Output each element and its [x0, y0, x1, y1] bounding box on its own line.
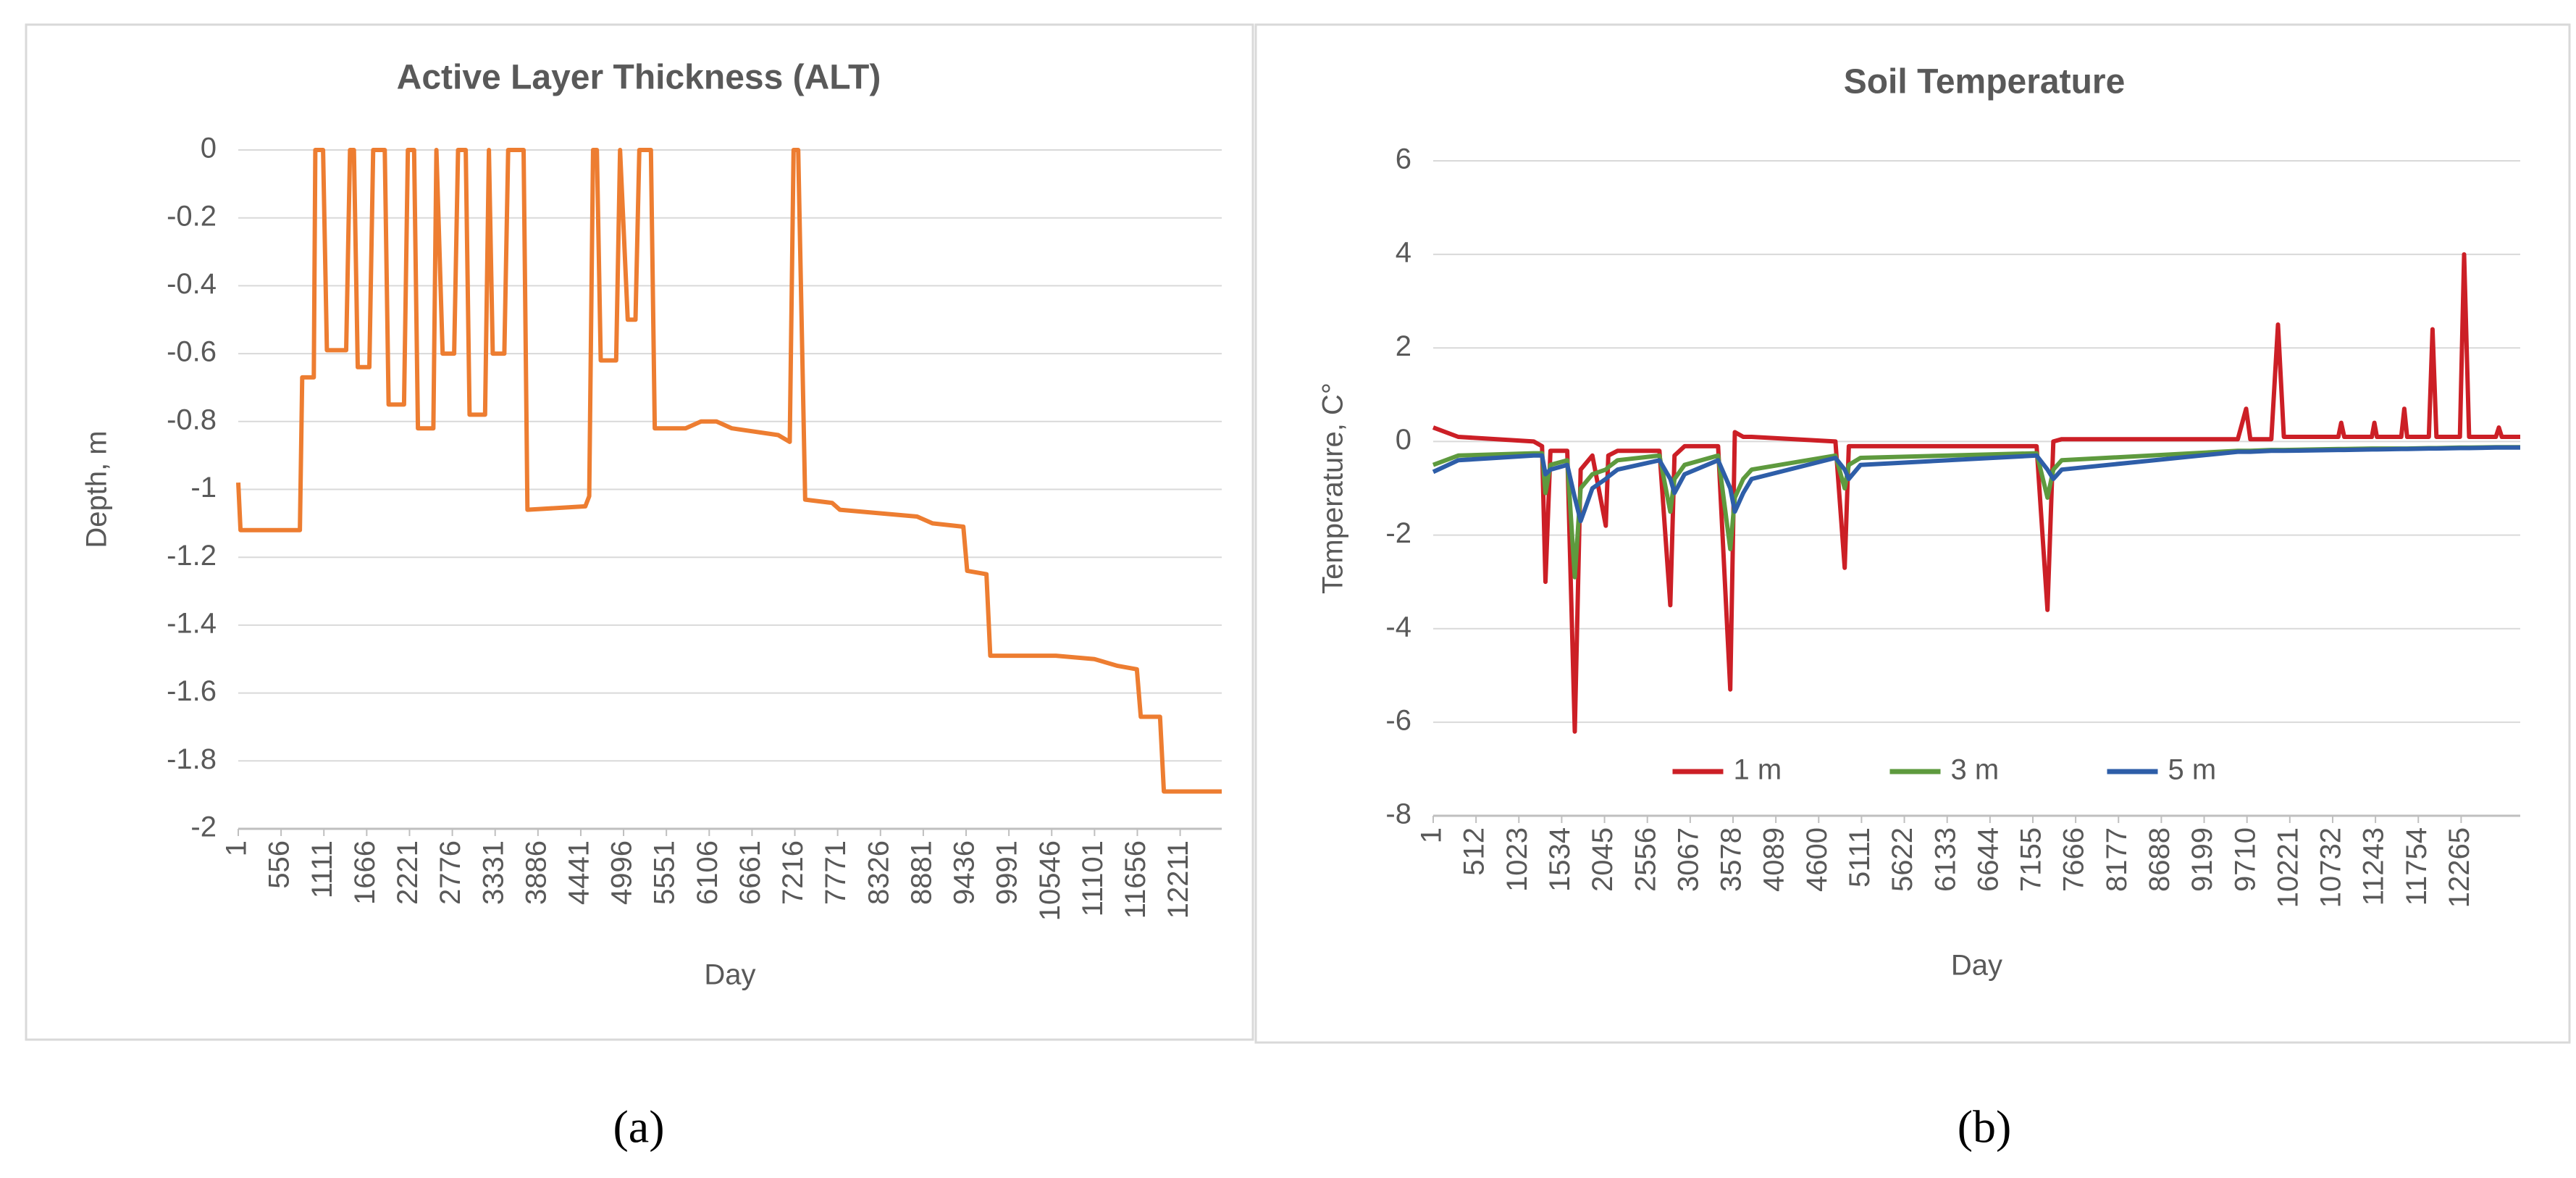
y-tick-label: -1.8 [167, 743, 217, 775]
legend-label: 1 m [1734, 754, 1782, 786]
x-tick-label: 1 [221, 840, 253, 856]
chart-title: Soil Temperature [1844, 63, 2126, 101]
x-tick-label: 10221 [2272, 827, 2304, 908]
y-tick-label: -2 [1385, 517, 1411, 549]
x-tick-label: 1666 [349, 840, 381, 905]
x-tick-label: 2221 [392, 840, 424, 905]
panel-b [1254, 23, 2571, 1044]
x-tick-label: 9436 [949, 840, 981, 905]
x-tick-label: 1 [1416, 827, 1448, 843]
y-axis-label: Temperature, C° [1317, 383, 1349, 594]
x-tick-label: 2556 [1629, 827, 1661, 892]
x-tick-label: 11656 [1120, 840, 1151, 919]
x-tick-label: 11243 [2358, 827, 2390, 906]
y-tick-label: 6 [1396, 143, 1411, 175]
y-tick-label: -0.6 [167, 336, 217, 368]
x-tick-label: 7155 [2015, 827, 2047, 892]
legend-label: 3 m [1951, 754, 2000, 786]
y-tick-label: -1 [190, 472, 217, 504]
chart-title: Active Layer Thickness (ALT) [397, 59, 881, 97]
x-tick-label: 6644 [1972, 827, 2004, 892]
x-tick-label: 3331 [477, 840, 509, 905]
x-tick-label: 12211 [1162, 840, 1194, 919]
x-tick-label: 9710 [2229, 827, 2261, 892]
x-tick-label: 4089 [1758, 827, 1790, 892]
x-tick-label: 11754 [2401, 827, 2433, 906]
y-tick-label: 2 [1396, 330, 1411, 362]
y-tick-label: -1.6 [167, 675, 217, 707]
caption: (a) [613, 1101, 664, 1153]
caption: (b) [1958, 1101, 2012, 1153]
x-tick-label: 2045 [1587, 827, 1619, 892]
x-tick-label: 6106 [692, 840, 723, 905]
x-tick-label: 11101 [1077, 840, 1109, 916]
y-tick-label: -0.2 [167, 200, 217, 232]
y-tick-label: -1.2 [167, 540, 217, 572]
x-tick-label: 7771 [820, 840, 852, 905]
y-tick-label: -8 [1385, 798, 1411, 830]
y-tick-label: -4 [1385, 611, 1411, 643]
x-tick-label: 10546 [1034, 840, 1066, 921]
x-tick-label: 6661 [734, 840, 766, 905]
legend-label: 5 m [2168, 754, 2217, 786]
y-tick-label: -1.4 [167, 607, 217, 639]
x-tick-label: 7216 [777, 840, 809, 905]
x-tick-label: 5622 [1887, 827, 1918, 892]
x-tick-label: 2776 [435, 840, 466, 905]
y-tick-label: 4 [1396, 237, 1411, 269]
y-tick-label: -0.8 [167, 404, 217, 435]
x-tick-label: 4600 [1801, 827, 1833, 892]
x-tick-label: 512 [1459, 827, 1490, 876]
x-tick-label: 1023 [1501, 827, 1533, 892]
x-tick-label: 6133 [1929, 827, 1961, 892]
x-tick-label: 7666 [2058, 827, 2090, 892]
x-tick-label: 5111 [1844, 827, 1876, 887]
x-axis-label: Day [704, 959, 755, 991]
y-tick-label: -6 [1385, 704, 1411, 736]
y-tick-label: -2 [190, 811, 217, 843]
x-axis-label: Day [1951, 950, 2002, 982]
x-tick-label: 4441 [563, 840, 595, 905]
x-tick-label: 3067 [1672, 827, 1704, 892]
x-tick-label: 9199 [2186, 827, 2218, 892]
y-tick-label: 0 [201, 133, 217, 164]
x-tick-label: 3886 [520, 840, 552, 905]
x-tick-label: 1534 [1544, 827, 1576, 892]
y-tick-label: -0.4 [167, 268, 217, 300]
data-line [1432, 445, 2520, 524]
x-tick-label: 5551 [649, 840, 681, 905]
x-tick-label: 4996 [606, 840, 638, 905]
x-tick-label: 10732 [2315, 827, 2347, 908]
data-line [236, 148, 1222, 794]
data-line [1432, 252, 2520, 734]
x-tick-label: 556 [264, 840, 295, 889]
x-tick-label: 8177 [2101, 827, 2133, 892]
x-tick-label: 9991 [991, 840, 1023, 905]
x-tick-label: 8326 [863, 840, 894, 905]
y-tick-label: 0 [1396, 424, 1411, 456]
x-tick-label: 1111 [306, 840, 338, 898]
y-axis-label: Depth, m [81, 430, 113, 548]
x-tick-label: 12265 [2443, 827, 2475, 908]
x-tick-label: 3578 [1716, 827, 1748, 892]
x-tick-label: 8688 [2144, 827, 2176, 892]
x-tick-label: 8881 [905, 840, 937, 905]
